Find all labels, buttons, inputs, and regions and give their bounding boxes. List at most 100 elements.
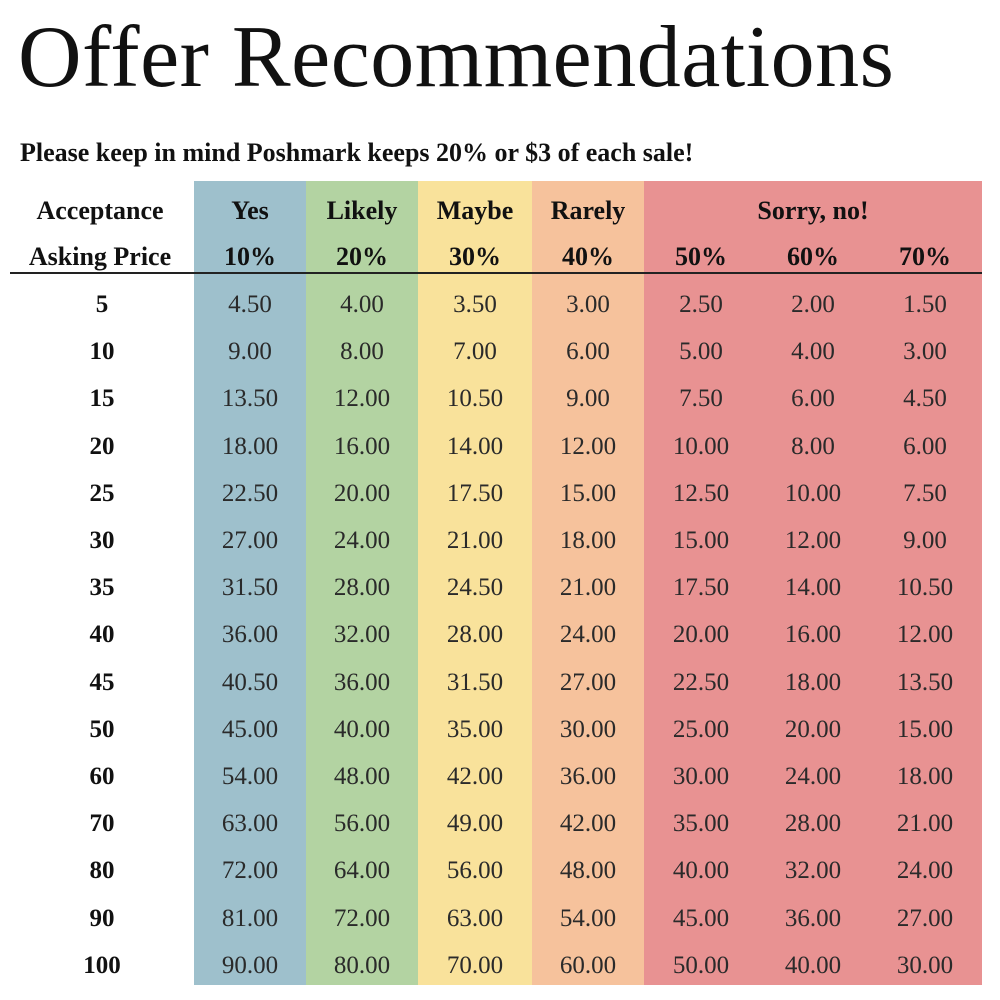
asking-price-cell: 80 (89, 857, 115, 884)
asking-price-cell: 20 (89, 433, 115, 460)
offer-value-cell: 80.00 (333, 952, 391, 979)
asking-price-cell: 100 (83, 952, 121, 979)
offer-value-cell: 30.00 (896, 952, 954, 979)
offer-value-cell: 10.50 (896, 574, 954, 601)
offer-value-cell: 31.50 (446, 669, 504, 696)
band-likely (306, 181, 418, 985)
asking-price-cell: 30 (89, 527, 115, 554)
offer-value-cell: 24.00 (333, 527, 391, 554)
offer-value-cell: 17.50 (672, 574, 730, 601)
offer-value-cell: 7.50 (903, 480, 947, 507)
offer-value-cell: 4.00 (791, 338, 835, 365)
offer-value-cell: 15.00 (896, 716, 954, 743)
offer-value-cell: 56.00 (333, 810, 391, 837)
offer-value-cell: 16.00 (784, 621, 842, 648)
offer-value-cell: 60.00 (559, 952, 617, 979)
offer-value-cell: 40.50 (221, 669, 279, 696)
offer-value-cell: 24.50 (446, 574, 504, 601)
offer-value-cell: 2.50 (679, 291, 723, 318)
offer-value-cell: 49.00 (446, 810, 504, 837)
offer-value-cell: 18.00 (896, 763, 954, 790)
band-maybe (418, 181, 532, 985)
offer-value-cell: 10.00 (784, 480, 842, 507)
offer-value-cell: 32.00 (784, 857, 842, 884)
offer-value-cell: 28.00 (333, 574, 391, 601)
percent-header: 50% (675, 242, 727, 271)
band-sorry (644, 181, 982, 985)
offer-value-cell: 72.00 (333, 905, 391, 932)
offer-value-cell: 36.00 (333, 669, 391, 696)
offer-value-cell: 64.00 (333, 857, 391, 884)
offer-value-cell: 7.00 (453, 338, 497, 365)
offer-value-cell: 14.00 (784, 574, 842, 601)
offer-value-cell: 18.00 (221, 433, 279, 460)
asking-price-cell: 45 (89, 669, 115, 696)
offer-value-cell: 40.00 (784, 952, 842, 979)
offer-value-cell: 1.50 (903, 291, 947, 318)
offer-value-cell: 40.00 (333, 716, 391, 743)
offer-value-cell: 15.00 (672, 527, 730, 554)
band-rarely (532, 181, 644, 985)
offer-value-cell: 6.00 (566, 338, 610, 365)
asking-price-cell: 60 (89, 763, 115, 790)
offer-value-cell: 22.50 (221, 480, 279, 507)
offer-value-cell: 36.00 (559, 763, 617, 790)
offer-value-cell: 10.00 (672, 433, 730, 460)
offer-value-cell: 48.00 (559, 857, 617, 884)
offer-value-cell: 70.00 (446, 952, 504, 979)
offer-value-cell: 40.00 (672, 857, 730, 884)
acceptance-rarely: Rarely (550, 196, 626, 225)
offer-value-cell: 63.00 (221, 810, 279, 837)
offer-value-cell: 6.00 (791, 385, 835, 412)
offer-value-cell: 12.00 (333, 385, 391, 412)
offer-value-cell: 21.00 (559, 574, 617, 601)
header-divider (10, 272, 982, 274)
offer-value-cell: 13.50 (221, 385, 279, 412)
offer-value-cell: 12.00 (896, 621, 954, 648)
offer-value-cell: 7.50 (679, 385, 723, 412)
asking-price-cell: 40 (89, 621, 115, 648)
offer-value-cell: 24.00 (784, 763, 842, 790)
offer-value-cell: 36.00 (221, 621, 279, 648)
asking-price-cell: 50 (89, 716, 115, 743)
offer-value-cell: 20.00 (784, 716, 842, 743)
offer-value-cell: 20.00 (672, 621, 730, 648)
percent-header: 30% (449, 242, 501, 271)
asking-price-cell: 35 (89, 574, 115, 601)
offer-value-cell: 4.50 (903, 385, 947, 412)
offer-value-cell: 12.00 (784, 527, 842, 554)
offer-value-cell: 20.00 (333, 480, 391, 507)
offer-value-cell: 35.00 (672, 810, 730, 837)
offer-value-cell: 28.00 (784, 810, 842, 837)
offer-value-cell: 25.00 (672, 716, 730, 743)
offer-value-cell: 21.00 (446, 527, 504, 554)
offer-value-cell: 16.00 (333, 433, 391, 460)
offer-value-cell: 48.00 (333, 763, 391, 790)
offer-value-cell: 18.00 (784, 669, 842, 696)
offer-value-cell: 54.00 (559, 905, 617, 932)
offer-value-cell: 13.50 (896, 669, 954, 696)
acceptance-yes: Yes (231, 196, 269, 225)
acceptance-maybe: Maybe (436, 196, 514, 225)
offer-value-cell: 4.50 (228, 291, 272, 318)
page-subtitle: Please keep in mind Poshmark keeps 20% o… (20, 138, 694, 167)
offer-value-cell: 27.00 (221, 527, 279, 554)
offer-value-cell: 36.00 (784, 905, 842, 932)
offer-value-cell: 9.00 (903, 527, 947, 554)
offer-value-cell: 32.00 (333, 621, 391, 648)
asking-price-cell: 10 (89, 338, 115, 365)
offer-value-cell: 72.00 (221, 857, 279, 884)
offer-value-cell: 42.00 (446, 763, 504, 790)
offer-value-cell: 6.00 (903, 433, 947, 460)
offer-value-cell: 21.00 (896, 810, 954, 837)
percent-header: 10% (224, 242, 276, 271)
asking-price-cell: 70 (89, 810, 115, 837)
offer-value-cell: 22.50 (672, 669, 730, 696)
offer-value-cell: 17.50 (446, 480, 504, 507)
offer-value-cell: 3.00 (903, 338, 947, 365)
offer-value-cell: 8.00 (791, 433, 835, 460)
offer-value-cell: 2.00 (791, 291, 835, 318)
offer-value-cell: 54.00 (221, 763, 279, 790)
offer-value-cell: 45.00 (672, 905, 730, 932)
percent-header: 20% (336, 242, 388, 271)
